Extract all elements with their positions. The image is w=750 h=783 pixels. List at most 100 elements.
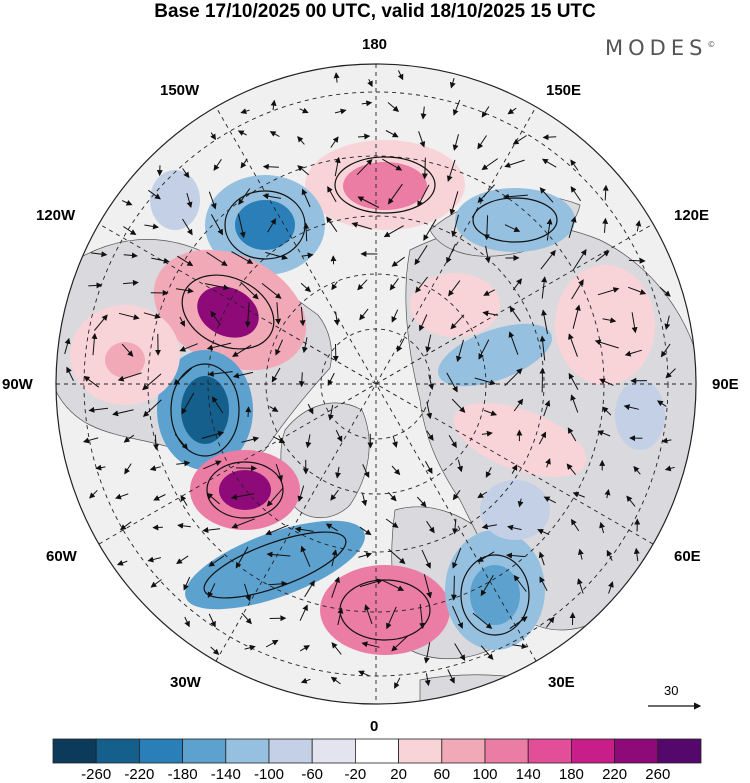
wind-arrow <box>244 302 251 328</box>
colorbar-swatch <box>354 738 399 764</box>
wind-arrow <box>397 70 404 81</box>
wind-arrow <box>450 314 465 330</box>
wind-arrow <box>425 334 432 353</box>
wind-arrow <box>597 430 611 437</box>
longitude-label-180: 180 <box>362 36 388 53</box>
wind-arrow <box>513 398 524 412</box>
anomaly-low-scandinavia <box>480 480 550 540</box>
wind-arrow <box>262 163 279 170</box>
wind-arrow <box>266 551 291 558</box>
wind-arrow <box>420 106 427 120</box>
wind-arrow <box>123 226 137 236</box>
wind-arrow <box>483 215 490 241</box>
wind-arrow <box>299 107 309 114</box>
wind-arrow <box>481 106 490 118</box>
longitude-label-0: 0 <box>370 718 379 735</box>
wind-arrow <box>452 134 459 151</box>
colorbar-swatch <box>138 738 183 764</box>
wind-arrow <box>210 310 221 326</box>
wind-arrow <box>82 437 99 444</box>
wind-arrow <box>517 498 524 508</box>
wind-arrow <box>301 188 311 208</box>
wind-arrow <box>334 156 341 177</box>
longitude-label-150e: 150E <box>546 82 582 99</box>
wind-arrow <box>331 642 342 655</box>
wind-arrow <box>275 463 283 482</box>
wind-arrow <box>262 193 282 200</box>
wind-arrow <box>446 372 458 393</box>
wind-arrow <box>358 552 373 558</box>
wind-arrow <box>210 646 220 655</box>
wind-arrow <box>428 374 435 390</box>
wind-arrow <box>512 135 527 145</box>
wind-arrow <box>659 286 671 297</box>
longitude-label-60e: 60E <box>674 548 701 565</box>
wind-arrow <box>568 372 579 390</box>
wind-arrow <box>483 289 495 296</box>
anomaly-low-bering <box>150 170 200 230</box>
wind-arrow <box>230 493 255 500</box>
wind-arrow <box>513 574 527 592</box>
wind-arrow <box>88 282 103 289</box>
wind-arrow <box>300 545 311 567</box>
wind-arrow <box>538 431 547 445</box>
wind-arrow <box>326 216 338 232</box>
wind-arrow <box>335 429 343 443</box>
wind-arrow <box>148 189 161 200</box>
wind-arrow <box>537 528 550 535</box>
wind-arrow <box>660 343 671 358</box>
wind-arrow <box>568 333 578 357</box>
wind-arrow <box>174 433 188 450</box>
wind-arrow <box>481 158 498 171</box>
meridian-30e-150w <box>215 106 537 662</box>
wind-arrow <box>599 378 614 386</box>
wind-arrow <box>508 331 519 355</box>
longitude-label-90e: 90E <box>712 376 739 393</box>
wind-arrow <box>333 72 340 83</box>
wind-arrow <box>182 168 190 179</box>
wind-arrow <box>267 218 277 233</box>
wind-arrow <box>566 463 576 475</box>
wind-arrow <box>386 606 397 630</box>
map-title: Base 17/10/2025 00 UTC, valid 18/10/2025… <box>154 1 596 22</box>
colorbar-swatch <box>484 738 529 764</box>
anomaly-low-central-asia <box>615 380 665 450</box>
wind-arrow <box>301 252 314 259</box>
wind-arrow <box>271 367 281 383</box>
wind-arrow <box>327 372 335 386</box>
wind-arrow <box>416 496 427 508</box>
wind-arrow <box>203 460 222 470</box>
contour-aleutian <box>334 156 436 214</box>
wind-arrow <box>602 317 617 324</box>
wind-arrow <box>232 371 254 379</box>
wind-arrow <box>509 306 521 322</box>
wind-arrow <box>539 335 546 361</box>
wind-arrow <box>481 523 497 530</box>
wind-arrow <box>361 100 373 107</box>
wind-arrow <box>235 546 249 569</box>
wind-arrow <box>64 337 71 355</box>
meridian-60w-120e <box>98 223 654 545</box>
wind-arrow <box>356 158 373 176</box>
wind-arrow <box>482 310 499 317</box>
wind-arrow <box>633 465 641 475</box>
wind-arrow <box>330 489 339 501</box>
wind-arrow <box>540 249 556 270</box>
wind-arrow <box>176 460 191 467</box>
wind-arrow <box>423 574 433 599</box>
anomaly-high-aleutian-core <box>343 162 427 210</box>
wind-arrow <box>392 435 398 448</box>
colorbar-label: -100 <box>253 766 285 783</box>
meridian-30w-150e <box>215 106 537 662</box>
wind-arrow <box>357 133 371 140</box>
contour-hudson-low <box>170 363 240 457</box>
wind-arrow <box>112 409 134 417</box>
anomaly-low-europe-core <box>470 565 520 625</box>
wind-arrow <box>447 669 455 684</box>
wind-arrow <box>426 520 435 534</box>
wind-arrow <box>449 191 459 216</box>
wind-arrow <box>351 221 372 230</box>
wind-arrow <box>331 549 338 567</box>
colorbar-label: -220 <box>124 766 155 783</box>
wind-arrow <box>572 304 581 329</box>
